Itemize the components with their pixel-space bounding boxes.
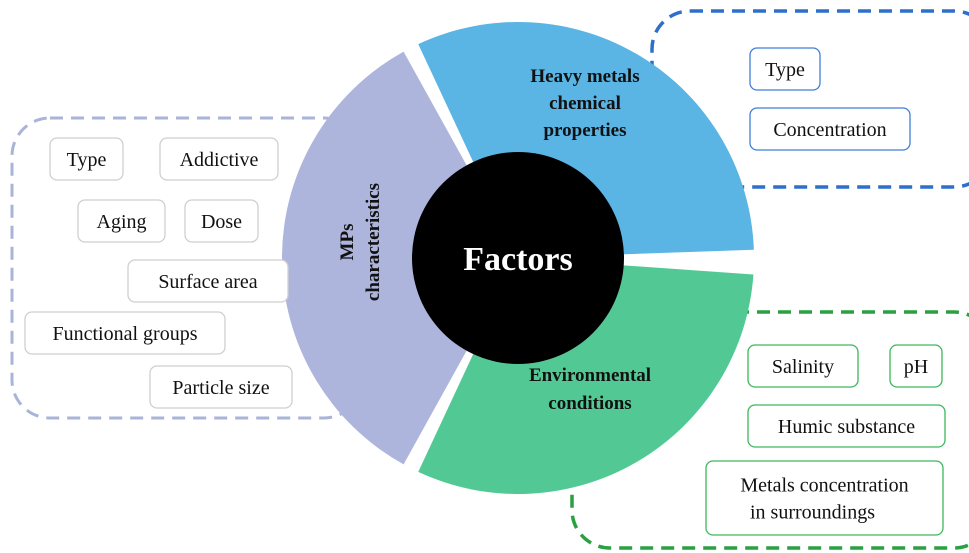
item-label-line: Humic substance (778, 416, 915, 438)
item-label: Humic substance (778, 416, 915, 438)
item-label: Salinity (772, 356, 834, 378)
item-label: Surface area (158, 271, 257, 293)
item-label-line: Addictive (180, 149, 259, 171)
segment (418, 264, 754, 495)
item-box (24, 311, 226, 355)
segment-label-line: Heavy metals (530, 66, 639, 87)
item-label-line: pH (904, 356, 928, 378)
item-label: Addictive (180, 149, 259, 171)
item-label-line: Metals concentration (740, 475, 908, 497)
item-box (159, 137, 279, 181)
segment-label-line: chemical (549, 93, 621, 114)
item-label-line: Salinity (772, 356, 834, 378)
group-frame (650, 9, 969, 189)
segment-label: Environmental conditions (529, 365, 651, 414)
item-label: Concentration (773, 119, 886, 141)
item-label-line: Type (67, 149, 107, 171)
item-label-line: Concentration (773, 119, 886, 141)
item-label: Type (765, 59, 805, 81)
item-label-line: Surface area (158, 271, 257, 293)
center-circle (412, 152, 624, 364)
segment-label-line: properties (543, 120, 626, 141)
item-label: Dose (201, 211, 242, 233)
segment-label-line: characteristics (363, 183, 384, 301)
item-label: Particle size (172, 377, 269, 399)
item-box (889, 344, 943, 388)
item-box (705, 460, 944, 536)
item-label: Metals concentration in surroundings (740, 475, 908, 524)
item-label-line: Aging (97, 211, 147, 233)
item-box (149, 365, 293, 409)
item-label: Functional groups (53, 323, 198, 345)
center-label: Factors (463, 241, 573, 278)
item-box (749, 47, 821, 91)
item-box (749, 107, 911, 151)
item-box (184, 199, 259, 243)
item-label-line: Functional groups (53, 323, 198, 345)
segment-label-line: conditions (548, 393, 631, 414)
segment-label-line: Environmental (529, 365, 651, 386)
item-box (77, 199, 166, 243)
group-frame (570, 310, 969, 550)
item-label-line: in surroundings (750, 502, 875, 524)
segment (418, 21, 754, 255)
item-box (127, 259, 289, 303)
item-label: Type (67, 149, 107, 171)
item-label: Aging (97, 211, 147, 233)
segment-label: MPs characteristics (337, 183, 384, 301)
segment-label-line: MPs (337, 224, 358, 261)
item-label: pH (904, 356, 928, 378)
item-label-line: Dose (201, 211, 242, 233)
item-box (747, 404, 946, 448)
segment (282, 51, 470, 465)
item-label-line: Particle size (172, 377, 269, 399)
item-box (747, 344, 859, 388)
item-box (49, 137, 124, 181)
segment-label: Heavy metals chemical properties (530, 66, 639, 141)
item-label-line: Type (765, 59, 805, 81)
